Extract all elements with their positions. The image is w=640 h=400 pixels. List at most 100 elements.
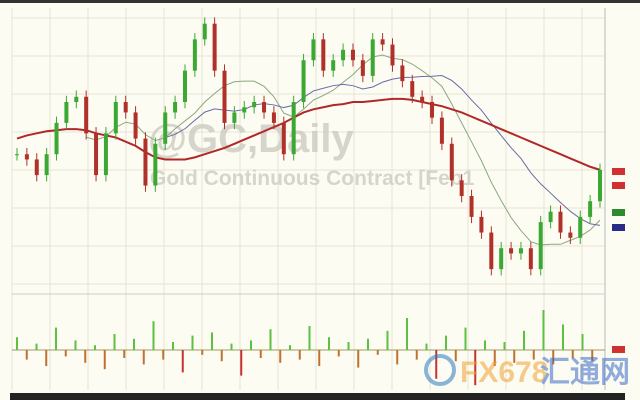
candle [489, 232, 494, 270]
oscillator-bar [513, 350, 516, 363]
candle [469, 196, 474, 217]
candle [281, 122, 286, 155]
oscillator-bar [45, 350, 48, 366]
oscillator-bar [503, 342, 506, 350]
candle [192, 39, 197, 71]
candle [509, 248, 514, 254]
candle [578, 216, 583, 238]
candle [420, 96, 425, 102]
candle [350, 49, 355, 61]
candle [538, 222, 543, 270]
candle [311, 39, 316, 61]
candle [410, 81, 415, 97]
candle [202, 23, 207, 40]
candle [390, 44, 395, 66]
oscillator-bar [435, 350, 438, 379]
price-tags [612, 168, 625, 353]
oscillator-bar [328, 337, 330, 350]
candle [232, 112, 237, 123]
candle [74, 96, 79, 102]
oscillator-bar [35, 343, 38, 350]
candle [331, 60, 336, 71]
candle [252, 102, 257, 108]
candle [499, 248, 504, 270]
oscillator-bar [562, 324, 564, 350]
ma-short-line [86, 54, 601, 246]
candle [271, 112, 276, 123]
oscillator-bar [484, 340, 486, 350]
candle [133, 112, 138, 139]
candle [459, 180, 464, 196]
oscillator-bar [55, 327, 57, 350]
candle [64, 102, 69, 123]
oscillator-bar [347, 342, 350, 350]
ma-long-line [16, 97, 601, 171]
grid [11, 8, 606, 390]
candle [262, 102, 267, 113]
candle [301, 60, 306, 102]
candle [400, 65, 405, 82]
oscillator-bar [162, 350, 165, 360]
candle [439, 117, 444, 144]
oscillator-bar [542, 310, 545, 350]
oscillator-bar [357, 350, 360, 368]
oscillator-bar [191, 335, 194, 350]
oscillator-bar [318, 350, 321, 366]
candle [84, 96, 89, 134]
candle [321, 39, 326, 71]
candle [103, 133, 108, 176]
oscillator-bar [133, 338, 135, 350]
candle [449, 143, 454, 181]
oscillator-bar [64, 350, 67, 357]
oscillator-bar [103, 350, 106, 370]
candles [15, 17, 602, 276]
oscillator-bar [425, 343, 428, 350]
oscillator-bar [415, 350, 418, 360]
ma-mid-line [165, 75, 601, 226]
watermark-logo: FX678 汇通网 [424, 354, 630, 389]
oscillator-bar [269, 329, 272, 350]
top-border [0, 0, 640, 3]
oscillator-bar [84, 350, 87, 363]
chart-title: @GC,Daily [148, 117, 354, 161]
candle [94, 133, 99, 176]
candle [163, 112, 168, 144]
price-tag [612, 168, 625, 175]
oscillator-bar [591, 350, 594, 362]
oscillator-tag [612, 346, 625, 353]
candle [173, 102, 178, 113]
oscillator-bar [396, 350, 399, 365]
candle [528, 248, 533, 270]
price-tag [612, 209, 625, 216]
oscillator-bars [12, 310, 605, 386]
candle [212, 23, 217, 71]
candle [341, 49, 346, 61]
oscillator-bar [74, 340, 77, 350]
oscillator-bar [386, 330, 389, 350]
oscillator-bar [289, 345, 291, 350]
candle [588, 201, 593, 217]
oscillator-bar [220, 350, 223, 362]
oscillator-bar [16, 337, 18, 350]
oscillator-bar [94, 345, 96, 350]
oscillator-bar [152, 321, 155, 350]
candle [518, 248, 523, 254]
candle [123, 102, 128, 113]
oscillator-bar [25, 350, 28, 360]
candle [370, 39, 375, 76]
bottom-scrollbar[interactable] [10, 393, 625, 400]
oscillator-bar [406, 318, 408, 350]
candle [430, 102, 435, 118]
candle [222, 70, 227, 123]
logo-latin: FX678 [460, 356, 548, 389]
oscillator-bar [123, 350, 126, 358]
candle [380, 39, 385, 45]
oscillator-bar [464, 327, 467, 350]
candle [143, 138, 148, 186]
oscillator-bar [581, 334, 584, 350]
candle [113, 102, 118, 134]
candle [360, 60, 365, 76]
oscillator-bar [181, 350, 184, 373]
chart-subtitle: Gold Continuous Contract [Feb1 [150, 167, 475, 190]
